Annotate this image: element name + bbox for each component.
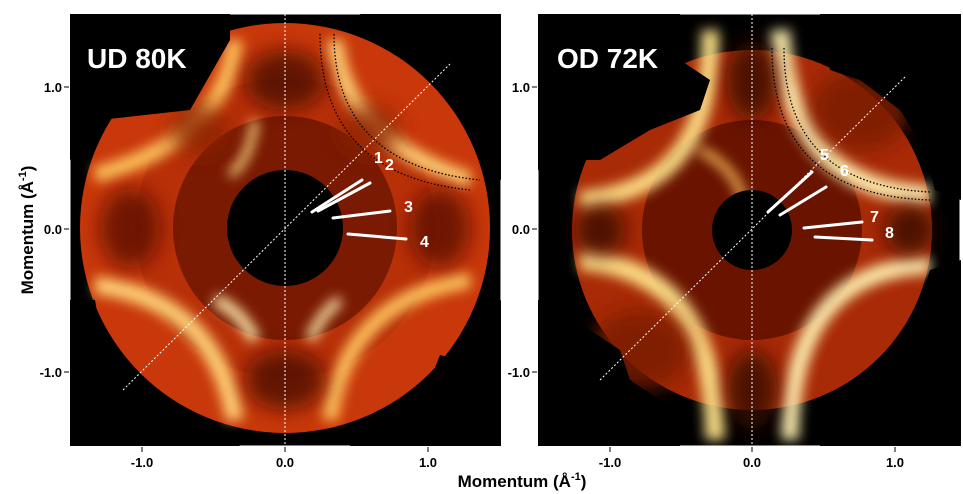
- x-axis-label: Momentum (Å-1): [458, 471, 587, 491]
- y-tick-label: 1.0: [512, 80, 530, 95]
- y-tick-label: -1.0: [40, 365, 62, 380]
- cut-label-7: 7: [870, 209, 879, 226]
- cut-label-3: 3: [404, 199, 413, 216]
- fermi-contour: [319, 33, 471, 191]
- x-tick-label: -1.0: [599, 455, 621, 470]
- x-tick-label: 0.0: [743, 455, 761, 470]
- cut-label-8: 8: [885, 225, 894, 242]
- panel-ud-80k: UD 80K 1 2 3 4 -1.0 0.0 1.0 1.0 0.0 -1.0: [40, 11, 504, 470]
- y-tick-label: 1.0: [44, 80, 62, 95]
- y-tick-label: 0.0: [512, 222, 530, 237]
- y-axis-label: Momentum (Å-1): [17, 166, 37, 295]
- cut-label-1: 1: [374, 150, 383, 167]
- fermi-contour: [333, 33, 481, 181]
- cut-label-4: 4: [420, 234, 429, 251]
- y-tick-label: 0.0: [44, 222, 62, 237]
- cut-label-2: 2: [385, 157, 394, 174]
- cut-lines: [766, 170, 874, 242]
- x-tick-label: 1.0: [886, 455, 904, 470]
- panel-od-72k: OD 72K 5 6 7 8 -1.0 0.0 1.0 1.0 0.0 -1.0: [508, 11, 963, 470]
- diagonal-guide: [122, 63, 451, 391]
- panel-title: UD 80K: [87, 43, 187, 74]
- x-tick-label: -1.0: [131, 455, 153, 470]
- x-tick-label: 1.0: [419, 455, 437, 470]
- cut-lines: [310, 178, 408, 241]
- cut-label-5: 5: [820, 147, 829, 164]
- fermi-contour: [771, 47, 931, 201]
- cut-label-6: 6: [840, 163, 849, 180]
- y-tick-label: -1.0: [508, 365, 530, 380]
- fermi-contour: [783, 47, 931, 193]
- panel-title: OD 72K: [557, 43, 658, 74]
- x-tick-label: 0.0: [276, 455, 294, 470]
- intensity-map: [538, 14, 961, 446]
